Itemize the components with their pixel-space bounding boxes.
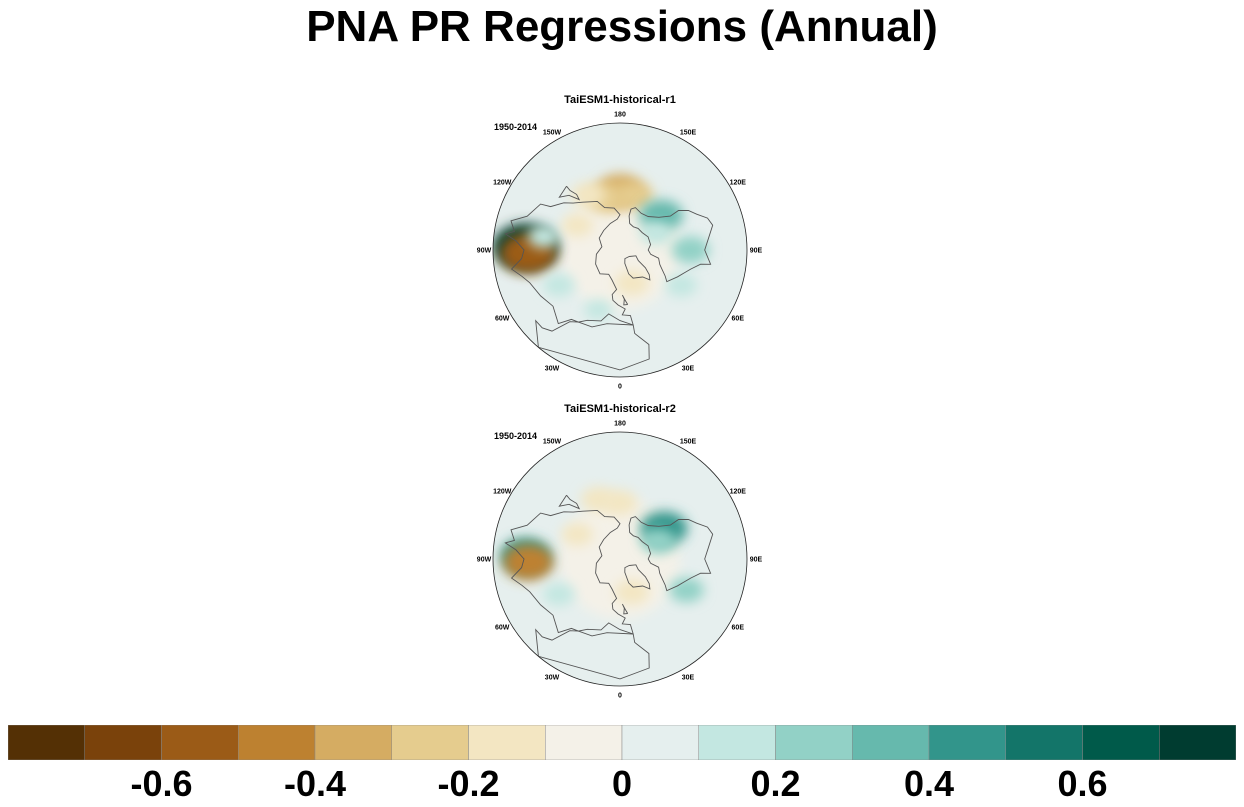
- colorbar-swatch: [1159, 725, 1236, 760]
- coastline: [535, 628, 650, 680]
- colorbar-swatch: [468, 725, 546, 760]
- coastline: [624, 564, 651, 590]
- colorbar-swatch: [84, 725, 162, 760]
- colorbar-tick-label: -0.6: [130, 763, 193, 804]
- longitude-label: 60E: [732, 625, 745, 632]
- figure-title: PNA PR Regressions (Annual): [306, 2, 938, 51]
- anomaly-blob: [580, 486, 616, 512]
- map-boundary: [492, 431, 748, 687]
- longitude-label: 150E: [680, 130, 697, 137]
- longitude-label: 30E: [682, 365, 695, 372]
- longitude-label: 0: [618, 693, 622, 700]
- anomaly-blob: [639, 222, 672, 245]
- anomaly-blob: [561, 214, 594, 237]
- anomaly-blob: [503, 544, 554, 581]
- longitude-label: 90E: [750, 248, 763, 255]
- longitude-label: 60E: [732, 316, 745, 323]
- colorbar-swatch: [852, 725, 930, 760]
- coastline: [504, 509, 634, 635]
- colorbar-tick-label: 0: [611, 763, 633, 804]
- longitude-label: 60W: [495, 316, 510, 323]
- coastline: [504, 200, 634, 326]
- colorbar-swatch: [698, 725, 776, 760]
- colorbar-labels: -0.6 -0.4 -0.2 0 0.2 0.4 0.6: [8, 762, 1236, 807]
- longitude-label: 120E: [730, 180, 747, 187]
- longitude-label: 0: [618, 384, 622, 391]
- longitude-label: 30W: [545, 674, 560, 681]
- longitude-label: 90E: [750, 557, 763, 564]
- longitude-label: 120E: [730, 489, 747, 496]
- longitude-label: 90W: [477, 248, 492, 255]
- anomaly-blob: [543, 273, 575, 297]
- panel-title: TaiESM1-historical-r2: [564, 403, 676, 415]
- anomaly-blob: [641, 528, 676, 554]
- colorbar-tick-label: 0.4: [903, 763, 955, 804]
- longitude-label: 60W: [495, 625, 510, 632]
- colorbar-tick-label: -0.4: [283, 763, 347, 804]
- longitude-label: 150W: [543, 439, 562, 446]
- colorbar-swatch: [928, 725, 1006, 760]
- longitude-label: 30E: [682, 674, 695, 681]
- coastline: [558, 494, 581, 510]
- longitude-label: 180: [614, 112, 626, 119]
- anomaly-blob: [584, 299, 613, 320]
- colorbar-swatch: [8, 725, 85, 760]
- longitude-label: 150W: [543, 130, 562, 137]
- longitude-label: 90W: [477, 557, 492, 564]
- colorbar-swatch: [1005, 725, 1083, 760]
- polar-map-2: 180 150E 120E 90E 60E 30E 0 30W 60W 90W 120W 150W: [477, 421, 763, 700]
- panel-period: 1950-2014: [494, 431, 538, 441]
- longitude-label: 120W: [493, 180, 512, 187]
- longitude-label: 120W: [493, 489, 512, 496]
- colorbar-swatch: [1082, 725, 1160, 760]
- anomaly-blob: [527, 225, 560, 248]
- anomaly-blob: [543, 582, 575, 606]
- anomaly-blob: [614, 579, 650, 605]
- coastline: [535, 319, 650, 371]
- map-panel-2: 180 150E 120E 90E 60E 30E 0 30W 60W 90W 120W 150W T…: [470, 401, 770, 701]
- longitude-label: 30W: [545, 365, 560, 372]
- anomaly-blob: [615, 181, 654, 209]
- anomaly-blob: [665, 273, 697, 297]
- longitude-label: 150E: [680, 439, 697, 446]
- colorbar-swatch: [391, 725, 469, 760]
- colorbar-tick-label: 0.6: [1057, 763, 1108, 804]
- panel-title: TaiESM1-historical-r1: [564, 94, 676, 106]
- coastline: [628, 516, 714, 592]
- colorbar-tick-label: 0.2: [750, 763, 801, 804]
- anomaly-blob: [671, 236, 710, 264]
- coastline: [624, 255, 651, 281]
- anomaly-blob: [669, 577, 704, 603]
- anomaly-blob: [561, 523, 594, 546]
- coastline: [628, 207, 714, 283]
- colorbar-swatch: [314, 725, 392, 760]
- coastline: [558, 185, 581, 201]
- colorbar-swatch: [775, 725, 853, 760]
- longitude-label: 180: [614, 421, 626, 428]
- polar-map-1: 180 150E 120E 90E 60E 30E 0 30W 60W 90W 120W 150W: [477, 112, 763, 391]
- colorbar-swatch: [161, 725, 239, 760]
- colorbar-swatch: [238, 725, 316, 760]
- colorbar: [8, 725, 1236, 760]
- map-boundary: [492, 122, 748, 378]
- colorbar-swatch: [621, 725, 699, 760]
- colorbar-swatch: [545, 725, 623, 760]
- map-panel-1: 180 150E 120E 90E 60E 30E 0 30W 60W 90W 120W 150W T…: [470, 92, 770, 392]
- coastline: [621, 603, 629, 615]
- anomaly-blob: [614, 270, 650, 296]
- panel-period: 1950-2014: [494, 122, 538, 132]
- colorbar-tick-label: -0.2: [437, 763, 500, 804]
- coastline: [621, 294, 629, 306]
